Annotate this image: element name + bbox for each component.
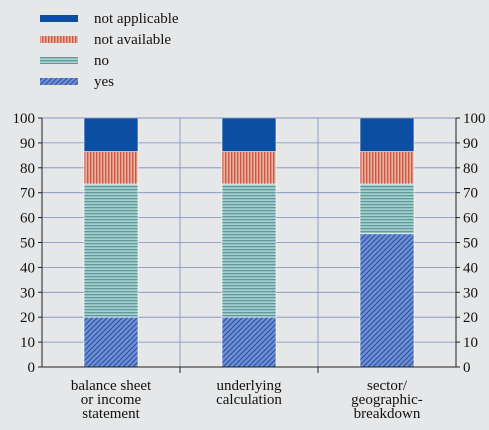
y-tick-label-left: 20 <box>20 310 35 326</box>
bars <box>83 117 415 368</box>
y-tick-label-right: 70 <box>463 186 478 202</box>
legend-label: yes <box>94 74 114 90</box>
category-label-line: balance sheet <box>71 378 152 394</box>
bar-segment-no <box>359 183 415 235</box>
legend-label: not applicable <box>94 11 179 27</box>
y-tick-label-right: 10 <box>463 335 478 351</box>
legend-swatch-not-available <box>40 36 78 43</box>
y-tick-label-left: 70 <box>20 186 35 202</box>
y-tick-label-right: 20 <box>463 310 478 326</box>
y-tick-label-left: 0 <box>28 360 36 376</box>
legend-swatch-no <box>40 57 78 64</box>
legend-swatch-not-applicable <box>40 15 78 22</box>
y-tick-label-right: 50 <box>463 236 478 252</box>
bar-segment-not-applicable <box>359 117 415 152</box>
bar-segment-not-applicable <box>83 117 139 152</box>
y-tick-label-left: 60 <box>20 211 35 227</box>
bar-segment-yes <box>359 233 415 368</box>
axes: 0 0 10 10 20 20 30 30 40 40 50 50 60 60 70 70 80 80 90 90 10… <box>13 111 486 422</box>
y-tick-label-left: 40 <box>20 260 35 276</box>
category-label: sector/geographic-breakdown <box>351 378 423 422</box>
category-label-line: underlying <box>217 378 282 394</box>
bar-segment-not-applicable <box>221 117 277 152</box>
y-tick-label-right: 40 <box>463 260 478 276</box>
y-tick-label-left: 10 <box>20 335 35 351</box>
y-tick-label-left: 50 <box>20 236 35 252</box>
y-tick-label-left: 100 <box>13 111 36 127</box>
y-tick-label-left: 90 <box>20 136 35 152</box>
y-tick-label-right: 0 <box>463 360 471 376</box>
category-label-line: sector/ <box>367 378 408 394</box>
bar-segment-not-available <box>221 151 277 185</box>
category-label-line: breakdown <box>354 406 421 422</box>
bar-segment-not-available <box>83 151 139 185</box>
category-label-line: calculation <box>216 392 282 408</box>
bar-segment-not-available <box>359 151 415 185</box>
y-tick-label-right: 90 <box>463 136 478 152</box>
bar-segment-no <box>83 183 139 318</box>
y-tick-label-right: 80 <box>463 161 478 177</box>
y-tick-label-left: 80 <box>20 161 35 177</box>
category-label: balance sheet or income statement <box>71 378 152 422</box>
category-label-line: geographic- <box>351 392 423 408</box>
legend-label: no <box>94 53 109 69</box>
bar-segment-no <box>221 183 277 318</box>
category-label-line: or income <box>81 392 142 408</box>
legend: not applicable not available no yes <box>40 11 179 90</box>
category-label: underlying calculation <box>216 378 282 408</box>
y-tick-label-left: 30 <box>20 285 35 301</box>
y-tick-label-right: 30 <box>463 285 478 301</box>
category-label-line: statement <box>82 406 140 422</box>
y-tick-label-right: 60 <box>463 211 478 227</box>
bar-segment-yes <box>83 316 139 368</box>
legend-swatch-yes <box>40 78 78 85</box>
y-tick-label-right: 100 <box>463 111 486 127</box>
bar-segment-yes <box>221 316 277 368</box>
legend-label: not available <box>94 32 171 48</box>
